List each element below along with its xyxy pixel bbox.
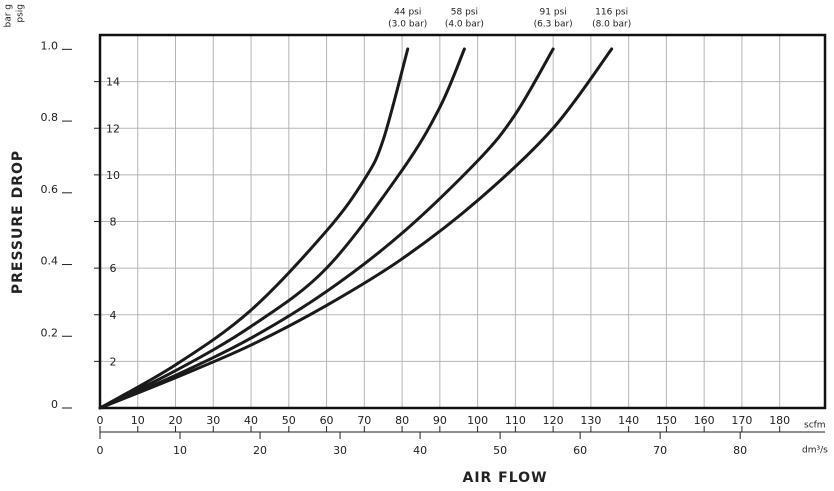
curve <box>98 47 614 410</box>
x-tick-label: 60 <box>320 414 334 427</box>
y-tick-label: 2 <box>110 355 117 368</box>
curve-label: (3.0 bar) <box>388 20 427 30</box>
x2-unit: dm³/s <box>802 446 828 456</box>
y2-tick-label: 0.4 <box>41 255 59 268</box>
y-tick-label: 12 <box>106 122 120 135</box>
x-tick-label: 10 <box>131 414 145 427</box>
y2-tick-label: 1.0 <box>41 39 59 52</box>
x-tick-label: 20 <box>169 414 183 427</box>
y2-tick-label: 0.6 <box>41 183 59 196</box>
curve-label: (6.3 bar) <box>534 20 573 30</box>
y-tick-label: 8 <box>110 216 117 229</box>
y-tick-label: 14 <box>106 76 120 89</box>
y-tick-label: 6 <box>110 262 117 275</box>
x-tick-label: 110 <box>505 414 526 427</box>
y-axis-title: PRESSURE DROP <box>10 150 26 294</box>
y-tick-label: 10 <box>106 169 120 182</box>
x2-tick-label: 80 <box>733 444 747 457</box>
x-axis-title: AIR FLOW <box>462 470 547 486</box>
x-tick-label: 180 <box>769 414 790 427</box>
plot-border <box>98 33 827 410</box>
y2-tick-label: 0.2 <box>41 326 59 339</box>
x-tick-label: 160 <box>694 414 715 427</box>
x2-tick-label: 60 <box>573 444 587 457</box>
curve-label: 44 psi <box>394 8 421 18</box>
curve <box>98 47 555 410</box>
x-tick-label: 170 <box>731 414 752 427</box>
x-tick-label: 90 <box>433 414 447 427</box>
x2-tick-label: 40 <box>413 444 427 457</box>
x2-tick-label: 50 <box>493 444 507 457</box>
x-tick-label: 30 <box>206 414 220 427</box>
x-tick-label: 0 <box>97 414 104 427</box>
x-tick-label: 80 <box>395 414 409 427</box>
y2-unit: bar g <box>4 4 14 28</box>
y2-tick-label: 0 <box>51 398 58 411</box>
x-tick-label: 40 <box>244 414 258 427</box>
y-tick-label: 4 <box>110 309 117 322</box>
x-tick-label: 70 <box>357 414 371 427</box>
x2-tick-label: 70 <box>653 444 667 457</box>
curve <box>98 47 466 410</box>
curve-label: (8.0 bar) <box>592 20 631 30</box>
curve-label: 58 psi <box>451 8 478 18</box>
x2-tick-label: 30 <box>333 444 347 457</box>
x2-tick-label: 0 <box>97 444 104 457</box>
x-tick-label: 130 <box>580 414 601 427</box>
x-tick-label: 140 <box>618 414 639 427</box>
y-unit: psig <box>16 4 26 23</box>
x-tick-label: 150 <box>656 414 677 427</box>
curve <box>98 47 410 410</box>
x-tick-label: 100 <box>467 414 488 427</box>
curve-label: 116 psi <box>595 8 628 18</box>
curve-label: 91 psi <box>540 8 567 18</box>
x2-tick-label: 10 <box>173 444 187 457</box>
x2-tick-label: 20 <box>253 444 267 457</box>
x-tick-label: 120 <box>543 414 564 427</box>
x-unit: scfm <box>804 421 826 431</box>
x-tick-label: 50 <box>282 414 296 427</box>
y2-tick-label: 0.8 <box>41 111 59 124</box>
curve-label: (4.0 bar) <box>445 20 484 30</box>
